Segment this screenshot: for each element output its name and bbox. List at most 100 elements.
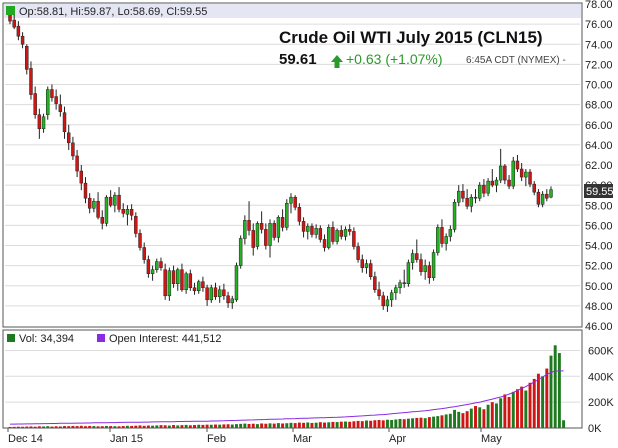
- candle: [318, 225, 323, 243]
- volume-bar: [37, 426, 41, 428]
- volume-panel: [2, 329, 583, 429]
- candle: [176, 267, 180, 291]
- candle: [297, 203, 302, 226]
- volume-bar: [327, 422, 331, 428]
- candle: [381, 291, 385, 310]
- volume-bar: [478, 407, 482, 428]
- candle: [394, 284, 398, 300]
- candle-body: [402, 282, 406, 284]
- candle: [37, 108, 42, 139]
- volume-bar: [54, 426, 58, 428]
- candle: [238, 235, 243, 269]
- volume-tick-label: 600K: [588, 345, 614, 357]
- quote-time: 6:45A CDT (NYMEX) -: [466, 55, 566, 66]
- candle-body: [100, 217, 104, 224]
- candle-body: [188, 273, 193, 289]
- volume-bar: [218, 424, 222, 428]
- candle-body: [477, 184, 482, 199]
- volume-bar: [88, 425, 92, 428]
- candle-body: [238, 238, 243, 266]
- x-tick-label: Mar: [293, 433, 312, 445]
- candle-body: [92, 200, 96, 209]
- candle-body: [347, 229, 352, 232]
- candle: [163, 263, 167, 300]
- candle: [188, 269, 193, 291]
- candle-body: [125, 209, 130, 215]
- candle-body: [385, 299, 390, 307]
- volume-bar: [553, 345, 557, 428]
- candle: [364, 259, 369, 274]
- volume-bar: [402, 419, 406, 428]
- price-tick-label: 76.00: [585, 19, 613, 31]
- candle: [134, 212, 138, 238]
- candle-body: [519, 168, 524, 178]
- volume-bar: [167, 425, 171, 428]
- volume-bar: [104, 425, 108, 428]
- price-tick-label: 58.00: [585, 200, 613, 212]
- volume-bar: [432, 416, 436, 428]
- candle-body: [96, 200, 100, 218]
- candle: [507, 175, 511, 190]
- candle-body: [494, 179, 499, 186]
- candle-body: [327, 227, 331, 248]
- candle-body: [293, 196, 297, 208]
- price-tick-label: 48.00: [585, 301, 613, 313]
- candle: [205, 284, 209, 306]
- candle: [352, 227, 356, 250]
- candle: [306, 223, 310, 240]
- candle: [327, 224, 331, 250]
- candle-body: [360, 259, 364, 268]
- candle: [66, 124, 71, 150]
- volume-bar: [8, 426, 12, 428]
- x-tick-label: Dec 14: [8, 433, 43, 445]
- candle: [222, 283, 226, 300]
- volume-bar: [490, 402, 494, 428]
- candle: [272, 220, 276, 241]
- candle-body: [398, 282, 402, 289]
- candle: [50, 84, 54, 102]
- volume-bar: [293, 423, 297, 428]
- candle: [339, 225, 344, 240]
- price-tick-label: 74.00: [585, 39, 613, 51]
- candle-body: [469, 196, 474, 207]
- volume-bar: [549, 355, 553, 428]
- candle: [108, 190, 113, 208]
- volume-bar: [184, 424, 188, 428]
- volume-bar: [25, 426, 29, 428]
- candle-body: [205, 287, 209, 301]
- volume-bar: [511, 391, 515, 428]
- x-tick-label: Feb: [207, 433, 226, 445]
- volume-bar: [201, 424, 205, 428]
- candle-body: [37, 114, 42, 130]
- candle-body: [297, 207, 302, 222]
- candle: [259, 211, 264, 234]
- candle: [540, 191, 545, 208]
- candle: [230, 295, 234, 309]
- price-tick-label: 66.00: [585, 120, 613, 132]
- candle-body: [410, 253, 415, 263]
- volume-bar: [499, 398, 503, 428]
- price-tick-label: 70.00: [585, 80, 613, 92]
- candle: [469, 194, 474, 213]
- candle-body: [461, 190, 465, 199]
- candle: [406, 259, 411, 287]
- volume-bar: [251, 423, 255, 428]
- volume-bar: [130, 425, 134, 428]
- volume-bar: [230, 424, 234, 428]
- volume-bar: [524, 390, 528, 428]
- candle-body: [121, 209, 125, 214]
- price-axis: 46.0048.0050.0052.0054.0056.0058.0060.00…: [585, 0, 613, 333]
- candle-body: [243, 220, 247, 239]
- candle-body: [264, 229, 268, 246]
- candle-body: [289, 196, 293, 204]
- candle-body: [285, 202, 289, 228]
- volume-bar: [302, 422, 306, 428]
- candle-body: [452, 201, 457, 230]
- volume-tick-label: 400K: [588, 371, 614, 383]
- volume-bar: [486, 404, 490, 428]
- candle: [532, 181, 536, 196]
- candle-body: [352, 231, 356, 247]
- candle-body: [150, 269, 155, 274]
- candle-body: [331, 227, 335, 242]
- volume-bar: [520, 386, 524, 428]
